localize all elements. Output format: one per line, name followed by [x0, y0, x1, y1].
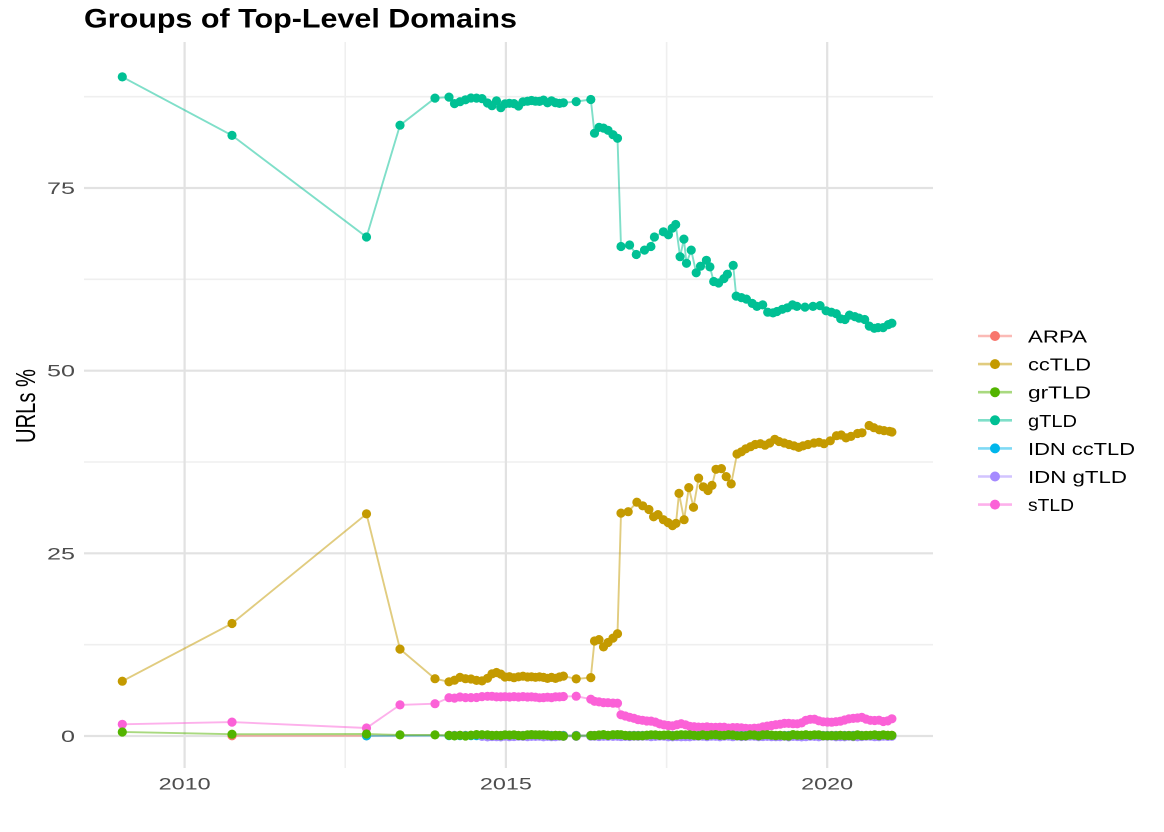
- svg-text:2010: 2010: [159, 775, 211, 794]
- svg-text:grTLD: grTLD: [1028, 383, 1091, 403]
- svg-text:Groups of Top-Level Domains: Groups of Top-Level Domains: [84, 4, 517, 34]
- svg-text:25: 25: [47, 544, 75, 563]
- svg-text:2020: 2020: [801, 775, 853, 794]
- svg-text:IDN ccTLD: IDN ccTLD: [1028, 439, 1135, 459]
- svg-text:gTLD: gTLD: [1028, 411, 1077, 431]
- svg-text:URLs %: URLs %: [10, 369, 41, 443]
- svg-text:ccTLD: ccTLD: [1028, 355, 1091, 375]
- svg-text:sTLD: sTLD: [1028, 495, 1074, 515]
- svg-text:2015: 2015: [480, 775, 532, 794]
- svg-text:IDN gTLD: IDN gTLD: [1028, 467, 1127, 487]
- svg-text:75: 75: [47, 179, 75, 198]
- svg-text:0: 0: [61, 727, 75, 746]
- svg-text:ARPA: ARPA: [1028, 327, 1087, 347]
- svg-text:50: 50: [47, 362, 75, 381]
